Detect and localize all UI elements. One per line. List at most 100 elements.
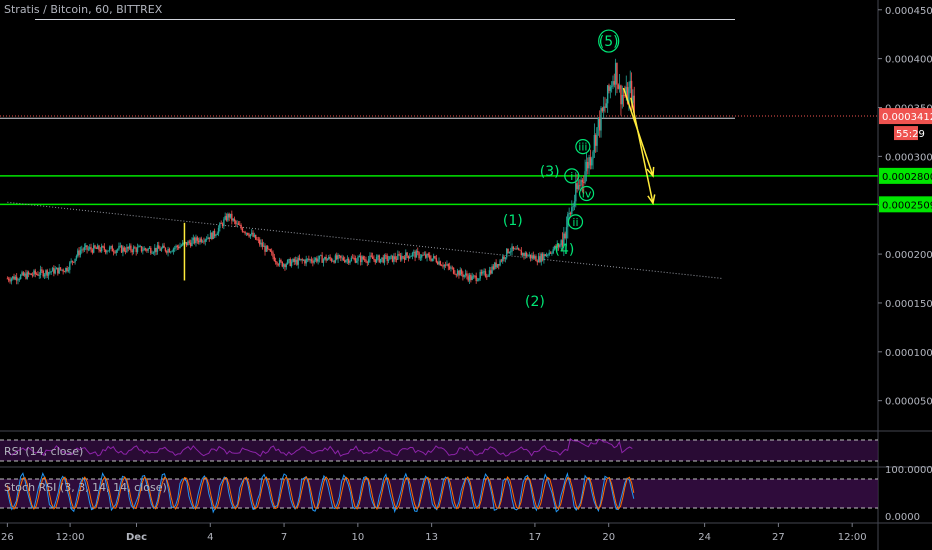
candle-body (253, 234, 256, 237)
candle-body (421, 254, 423, 258)
candle-body (164, 247, 167, 252)
candle-body (50, 271, 52, 273)
candle-body (47, 272, 50, 276)
candle-body (196, 237, 198, 241)
candle-body (336, 255, 338, 260)
candle-body (486, 276, 488, 278)
candle-body (553, 246, 556, 250)
candle-body (510, 251, 512, 253)
candle-body (410, 256, 412, 257)
candle-body (77, 250, 79, 256)
candle-body (350, 257, 353, 261)
candle-body (532, 255, 534, 259)
candle-body (260, 242, 262, 245)
candle-body (585, 161, 588, 172)
candle-body (341, 257, 343, 259)
candle-body (94, 245, 96, 248)
candle-body (168, 248, 171, 253)
candle-body (434, 256, 436, 259)
candle-body (65, 267, 67, 272)
candle-body (302, 260, 305, 262)
candle-body (252, 232, 254, 237)
candle-body (524, 252, 527, 256)
candle-body (262, 245, 265, 247)
candle-body (63, 271, 66, 273)
candle-body (436, 262, 439, 265)
candle-body (19, 274, 22, 279)
candle-body (547, 254, 549, 256)
candle-body (409, 256, 411, 259)
candle-body (160, 248, 163, 251)
candle-body (62, 269, 64, 272)
candle-body (567, 214, 569, 228)
candle-body (175, 245, 177, 248)
candle-body (216, 233, 218, 235)
candle-body (374, 259, 376, 263)
x-tick-label: 20 (602, 532, 615, 543)
candle-body (325, 256, 327, 261)
candle-body (357, 257, 359, 261)
candle-body (54, 269, 56, 274)
candle-body (248, 235, 250, 237)
candle-body (355, 260, 358, 263)
candle-body (225, 216, 228, 221)
candle-body (405, 252, 407, 260)
candle-body (379, 258, 382, 263)
candle-body (90, 247, 92, 250)
candle-body (212, 230, 214, 239)
candle-body (575, 183, 577, 202)
candle-body (184, 242, 187, 243)
candle-body (406, 252, 408, 256)
candle-body (297, 258, 299, 265)
candle-body (232, 218, 234, 221)
wave-label: (3) (540, 164, 560, 180)
candle-body (536, 261, 538, 263)
candle-body (448, 266, 451, 269)
candle-body (483, 271, 485, 272)
candle-body (478, 278, 480, 281)
candle-body (13, 276, 15, 280)
candle-body (366, 261, 368, 263)
candle-body (354, 257, 357, 263)
candle-body (431, 258, 434, 261)
candle-body (26, 272, 28, 279)
x-tick-label: 27 (772, 532, 785, 543)
candle-body (330, 258, 333, 262)
candle-body (551, 253, 553, 254)
candle-body (116, 249, 119, 251)
candle-body (604, 106, 606, 108)
candle-body (114, 252, 116, 253)
candle-body (81, 249, 83, 251)
candle-body (34, 270, 36, 274)
candle-body (502, 256, 504, 262)
candle-body (543, 254, 545, 261)
candle-body (329, 256, 331, 259)
candle-body (426, 253, 428, 258)
candle-body (308, 258, 310, 261)
candle-body (598, 117, 601, 131)
candle-body (45, 270, 47, 275)
candle-body (351, 257, 354, 259)
candle-body (572, 206, 574, 208)
candle-body (115, 250, 117, 253)
candle-body (632, 95, 634, 103)
y-tick-label: 0.00010000 (885, 348, 932, 359)
candle-body (413, 251, 415, 253)
candle-body (317, 259, 319, 262)
candle-body (472, 275, 475, 277)
last-price-badge (879, 108, 932, 125)
candle-body (71, 260, 74, 262)
candle-body (61, 269, 63, 271)
candle-body (629, 80, 631, 89)
candle-body (43, 274, 46, 277)
candle-body (281, 261, 283, 267)
y-tick-label: 0.00040000 (885, 55, 932, 66)
candle-body (359, 256, 362, 263)
stoch-k-line (6, 471, 635, 514)
candle-body (464, 273, 467, 276)
candle-body (419, 257, 422, 259)
candle-body (66, 267, 68, 271)
candle-body (480, 272, 483, 274)
candle-body (33, 270, 35, 276)
